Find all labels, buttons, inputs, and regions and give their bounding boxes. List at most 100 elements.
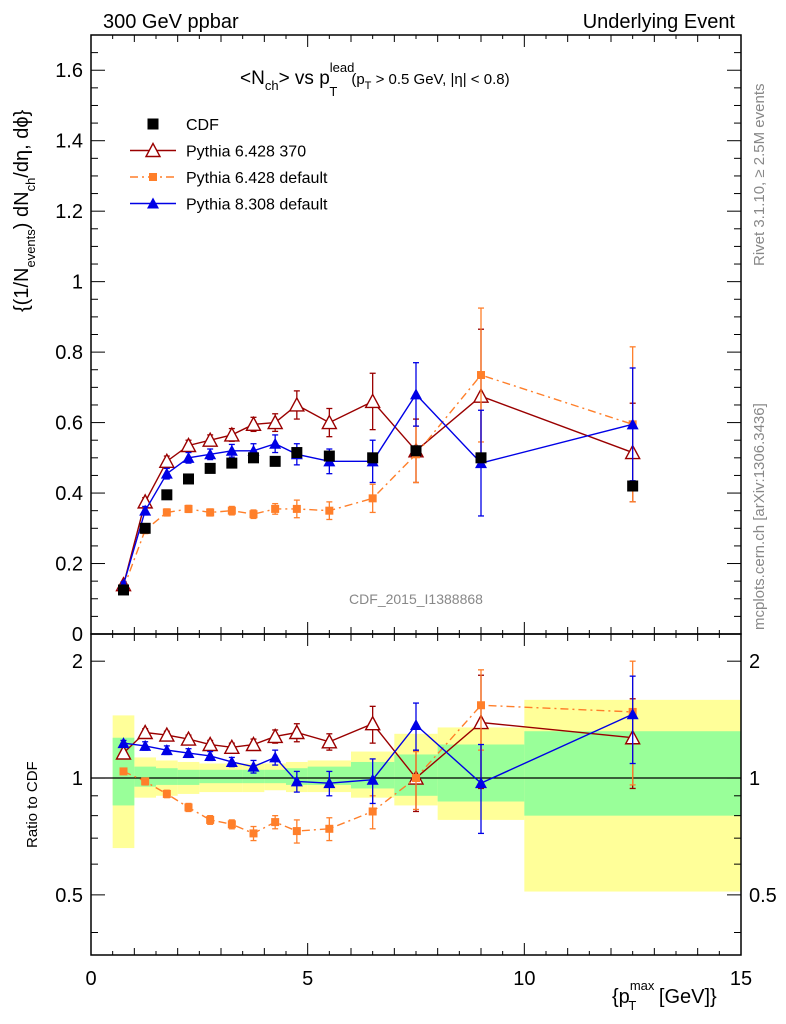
main-cdf-point [226, 457, 238, 469]
legend-label-pythia-6-428-370: Pythia 6.428 370 [186, 144, 306, 161]
ratio-y-tick-label-right: 2 [749, 651, 760, 673]
ratio-pythia-8-308-default-point [475, 777, 487, 789]
main-pythia-6-428-default-point [271, 504, 280, 513]
main-y-tick-label: 0.2 [55, 554, 83, 576]
ratio-pythia-8-308-default-point [269, 751, 282, 763]
main-pythia-8-308-default-point [182, 451, 195, 463]
main-cdf-point [183, 473, 194, 485]
ratio-pythia-8-308-default-point [626, 708, 639, 720]
main-y-tick-label: 0.8 [55, 342, 83, 364]
header-left: 300 GeV ppbar [103, 11, 239, 33]
stat-uncertainty-band [221, 769, 243, 784]
main-pythia-6-428-370-point [364, 392, 381, 409]
ratio-pythia-6-428-370-point [158, 726, 176, 742]
ratio-pythia-6-428-370-point [201, 736, 219, 752]
main-y-tick-label: 1.2 [55, 201, 83, 223]
ratio-pythia-8-308-default-point [225, 755, 238, 767]
ratio-pythia-6-428-default-line [123, 704, 633, 835]
ratio-plot: 0 5 10 15 0.5 0.5 1 1 2 2 [55, 633, 777, 990]
ratio-y-axis-label: Ratio to CDF [24, 761, 41, 848]
ratio-pythia-8-308-default-point [247, 760, 260, 772]
main-pythia-6-428-default-point [184, 504, 193, 513]
main-pythia-8-308-default-point [269, 437, 282, 449]
ratio-y-tick-label-left: 2 [72, 651, 83, 673]
main-pythia-6-428-370-point [266, 414, 284, 430]
ratio-y-tick-label-left: 0.5 [55, 885, 83, 907]
ratio-y-tick-label-right: 1 [749, 768, 760, 790]
ratio-pythia-6-428-default-point [227, 820, 236, 829]
main-y-tick-label: 1 [72, 272, 83, 294]
main-pythia-8-308-default-point [410, 388, 422, 400]
ratio-pythia-6-428-370-point [364, 715, 381, 731]
main-cdf-point [204, 462, 216, 474]
main-cdf-point [248, 452, 259, 464]
ratio-pythia-6-428-default-point [162, 789, 171, 798]
x-tick-label: 10 [513, 968, 535, 990]
main-cdf-point [269, 455, 281, 467]
main-pythia-6-428-370-point [288, 396, 306, 412]
main-pythia-6-428-370-point [321, 414, 338, 430]
main-y-tick-label: 1.4 [55, 131, 83, 153]
ratio-pythia-8-308-default-point [410, 718, 422, 730]
ratio-pythia-8-308-default-point [323, 777, 336, 789]
ratio-pythia-8-308-default-point [160, 744, 173, 756]
main-pythia-6-428-370-point [201, 431, 219, 447]
main-y-tick-label: 0 [72, 624, 83, 646]
ratio-pythia-6-428-370-point [115, 744, 132, 760]
legend: CDF Pythia 6.428 370 Pythia 6.428 default P… [130, 117, 328, 214]
legend-marker-pythia-6-428-370 [144, 142, 162, 158]
legend-label-pythia-8-308-default: Pythia 8.308 default [186, 197, 328, 214]
main-pythia-8-308-default-point [160, 467, 173, 479]
main-pythia-6-428-default-point [227, 506, 236, 515]
stat-uncertainty-band [156, 768, 178, 785]
header-right: Underlying Event [583, 11, 736, 33]
ratio-pythia-6-428-370-point [321, 733, 338, 749]
ratio-pythia-6-428-default-point [292, 827, 301, 836]
x-tick-label: 0 [85, 968, 96, 990]
stat-uncertainty-band [199, 769, 221, 784]
main-pythia-6-428-370-line [122, 395, 633, 585]
main-cdf-point [367, 452, 379, 464]
main-cdf-point [291, 447, 303, 459]
ratio-pythia-8-308-default-point [366, 773, 379, 785]
main-cdf-point [323, 450, 335, 462]
ratio-pythia-8-308-default-point [204, 749, 217, 761]
legend-marker-pythia-6-428-default [149, 173, 157, 181]
ratio-pythia-6-428-default-point [119, 767, 128, 776]
main-pythia-8-308-default-point [139, 504, 152, 516]
main-plot: 0 0.2 0.4 0.6 0.8 1 1.2 1.4 1.6 [55, 34, 742, 646]
main-pythia-8-308-default-point [225, 444, 238, 456]
main-pythia-6-428-default-point [477, 371, 485, 380]
ratio-pythia-6-428-default-point [368, 807, 377, 816]
stat-uncertainty-band [177, 769, 200, 785]
main-y-tick-label: 0.4 [55, 483, 83, 505]
legend-marker-pythia-8-308-default [147, 197, 159, 209]
main-y-tick-label: 0.6 [55, 413, 83, 435]
ratio-pythia-8-308-default-line [123, 713, 633, 784]
main-pythia-6-428-default-point [325, 506, 334, 515]
stat-uncertainty-band [264, 769, 286, 784]
ratio-y-tick-label-left: 1 [72, 768, 83, 790]
ratio-pythia-6-428-default-point [184, 803, 193, 812]
ratio-y-tick-label-right: 0.5 [749, 885, 777, 907]
ratio-pythia-6-428-default-point [412, 774, 420, 783]
ratio-pythia-8-308-default-point [117, 737, 130, 749]
main-pythia-8-308-default-line [122, 393, 633, 585]
main-cdf-point [118, 584, 129, 596]
main-pythia-6-428-default-point [162, 508, 171, 517]
stat-uncertainty-band [134, 766, 156, 787]
ratio-pythia-6-428-default-point [477, 701, 485, 710]
ratio-pythia-6-428-default-point [271, 818, 280, 827]
main-y-axis-label: {(1/Nevents) dNch/dη, dϕ} [11, 109, 38, 312]
ratio-pythia-6-428-370-point [266, 727, 284, 744]
main-pythia-8-308-default-point [204, 448, 217, 460]
analysis-tag: CDF_2015_I1388868 [349, 591, 483, 607]
rivet-version-label: Rivet 3.1.10, ≥ 2.5M events [751, 84, 768, 267]
main-pythia-6-428-370-point [245, 415, 262, 432]
main-cdf-point [627, 480, 639, 492]
main-pythia-6-428-default-point [368, 494, 377, 503]
main-title: <Nch> vs plead T(pT > 0.5 GeV, |η| < 0.8) [240, 60, 510, 99]
ratio-pythia-6-428-default-point [249, 829, 258, 838]
ratio-pythia-6-428-370-point [136, 724, 154, 740]
